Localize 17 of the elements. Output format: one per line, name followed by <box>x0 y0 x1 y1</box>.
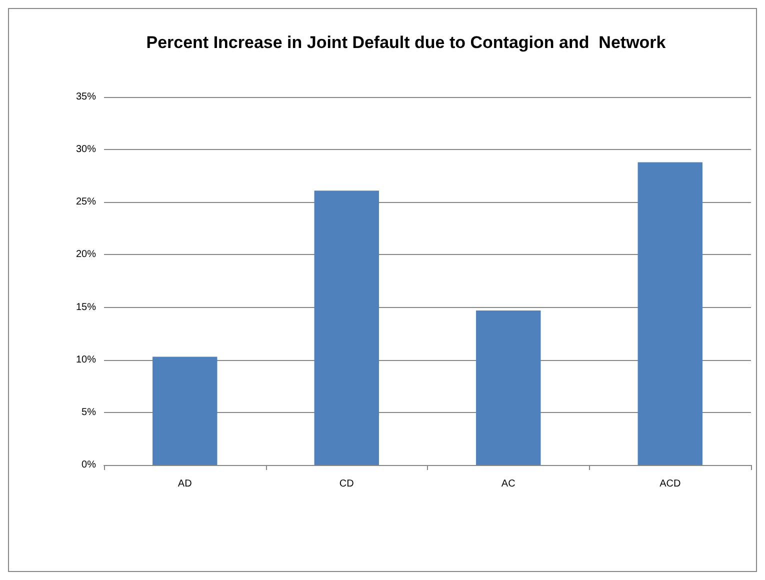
bar <box>638 162 702 465</box>
bar <box>476 310 541 465</box>
x-tick-label: AC <box>501 478 516 490</box>
bar <box>152 356 218 465</box>
y-tick-label: 25% <box>76 196 96 208</box>
y-tick-label: 35% <box>76 92 96 102</box>
chart-title: Percent Increase in Joint Default due to Contagion and Network <box>146 33 666 52</box>
y-tick-label: 30% <box>76 144 96 156</box>
x-tick-label: CD <box>339 478 354 490</box>
y-tick-label: 5% <box>82 406 96 418</box>
bar <box>314 190 379 465</box>
x-tick-label: ACD <box>660 478 681 490</box>
x-tick-label: AD <box>178 478 192 490</box>
y-tick-label: 15% <box>76 302 96 313</box>
y-tick-label: 10% <box>76 354 96 366</box>
y-tick-label: 20% <box>76 249 96 260</box>
y-tick-label: 0% <box>82 460 96 470</box>
